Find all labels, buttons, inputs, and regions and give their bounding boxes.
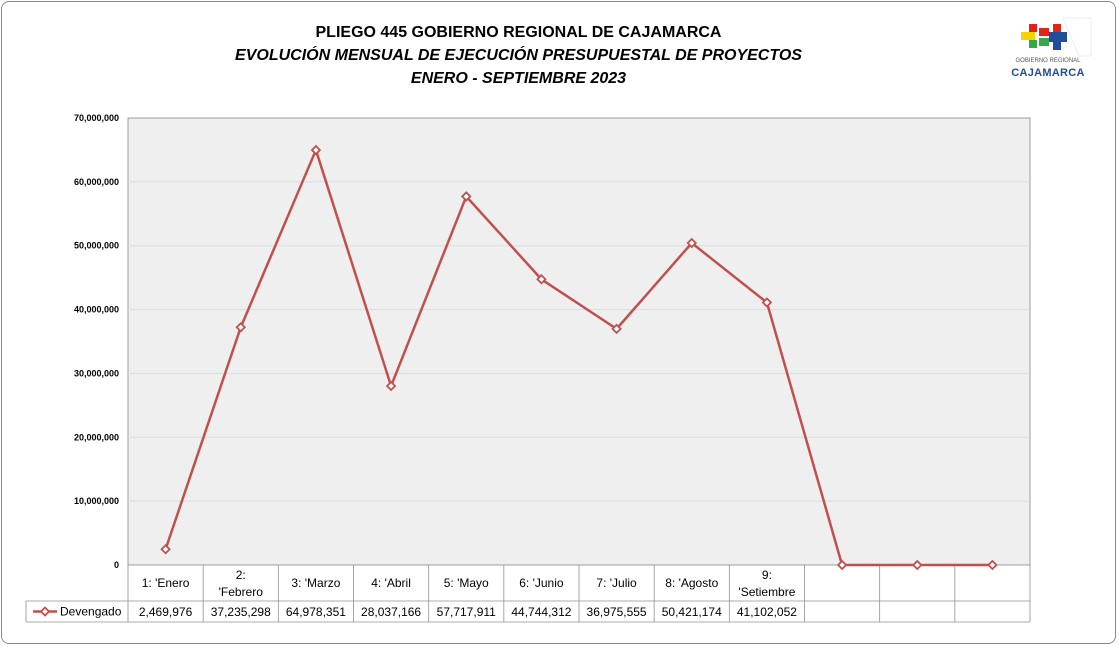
legend-marker [39, 606, 51, 617]
data-point [235, 321, 247, 333]
y-tick-label: 60,000,000 [74, 177, 119, 187]
data-value-label: 57,717,911 [437, 605, 496, 619]
category-label: 9: [762, 568, 772, 582]
plot-area [127, 117, 1031, 566]
series-devengado [160, 144, 998, 571]
y-tick-label: 50,000,000 [74, 241, 119, 251]
data-point [611, 323, 622, 335]
data-point [385, 380, 397, 392]
y-axis-ticks: 0 10,000,000 20,000,000 30,000,000 40,000,00… [74, 113, 119, 570]
data-value-label: 36,975,555 [587, 605, 647, 619]
y-tick-label: 20,000,000 [74, 432, 119, 442]
cajamarca-logo: GOBIERNO REGIONAL CAJAMARCA [1003, 16, 1093, 82]
category-label: 4: 'Abril [371, 576, 411, 590]
data-value-label: 41,102,052 [737, 605, 797, 619]
chart-title: PLIEGO 445 GOBIERNO REGIONAL DE CAJAMARC… [315, 24, 722, 41]
y-tick-label: 40,000,000 [74, 305, 119, 315]
category-label: 'Febrero [219, 585, 264, 599]
category-label: 'Setiembre [738, 585, 795, 599]
data-point [761, 297, 773, 308]
logo-small-text: GOBIERNO REGIONAL [1015, 58, 1081, 64]
data-value-label: 2,469,976 [139, 605, 193, 619]
data-point [310, 144, 322, 156]
category-label: 3: 'Marzo [291, 576, 340, 590]
y-tick-label: 30,000,000 [74, 368, 119, 378]
category-label: 1: 'Enero [142, 576, 190, 590]
series-line [164, 148, 993, 567]
data-point [686, 237, 698, 249]
data-table: 1: 'Enero 2: 'Febrero 3: 'Marzo 4: 'Abril 5: … [25, 565, 1031, 623]
gridlines [128, 181, 1030, 502]
data-point [536, 274, 547, 285]
data-value-label: 64,978,351 [286, 605, 346, 619]
logo-emblem-icon [1021, 17, 1092, 57]
data-point [987, 559, 998, 571]
chart-period: ENERO - SEPTIEMBRE 2023 [410, 70, 627, 87]
category-label: 6: 'Junio [519, 576, 564, 590]
logo-name: CAJAMARCA [1011, 67, 1085, 79]
data-value-label: 50,421,174 [662, 605, 722, 619]
category-label: 7: 'Julio [596, 576, 637, 590]
y-tick-label: 0 [114, 560, 119, 570]
category-label: 8: 'Agosto [665, 576, 718, 590]
data-value-label: 28,037,166 [361, 605, 421, 619]
data-value-label: 37,235,298 [211, 605, 271, 619]
data-point [836, 559, 848, 571]
legend-label: Devengado [60, 605, 122, 619]
y-tick-label: 70,000,000 [74, 113, 119, 123]
data-point [160, 543, 171, 555]
chart-subtitle: EVOLUCIÓN MENSUAL DE EJECUCIÓN PRESUPUES… [235, 47, 802, 64]
y-tick-label: 10,000,000 [74, 496, 119, 506]
category-label: 5: 'Mayo [444, 576, 489, 590]
data-value-label: 44,744,312 [511, 605, 571, 619]
data-point [911, 559, 923, 571]
data-point [460, 191, 472, 202]
category-label: 2: [236, 568, 246, 582]
